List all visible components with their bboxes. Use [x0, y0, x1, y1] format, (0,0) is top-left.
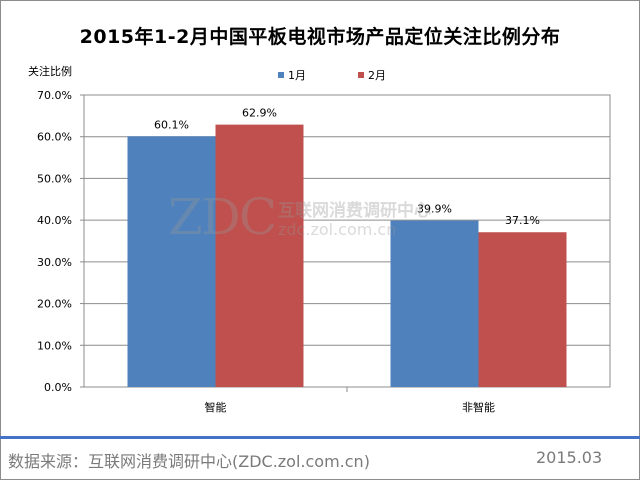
legend-swatch-series-2	[358, 72, 364, 78]
watermark-logo: ZDC	[168, 188, 277, 246]
bar	[127, 136, 216, 387]
y-tick-label: 10.0%	[37, 339, 72, 352]
y-tick-label: 20.0%	[37, 298, 72, 311]
bar	[390, 220, 479, 387]
y-tick-label: 60.0%	[37, 131, 72, 144]
footer-source: 数据来源：互联网消费调研中心(ZDC.zol.com.cn)	[8, 452, 370, 471]
y-tick-label: 50.0%	[37, 172, 72, 185]
bar	[478, 232, 567, 387]
x-tick-label: 非智能	[462, 400, 495, 414]
legend-item-series-2: 2月	[358, 67, 386, 83]
data-label: 37.1%	[505, 214, 540, 227]
x-tick-label: 智能	[205, 400, 227, 414]
legend-swatch-series-1	[278, 72, 284, 78]
watermark-name: 互联网消费调研中心	[278, 201, 431, 221]
data-label: 39.9%	[417, 203, 452, 216]
legend-label-series-1: 1月	[288, 69, 306, 82]
y-tick-label: 70.0%	[37, 89, 72, 102]
y-tick-label: 40.0%	[37, 214, 72, 227]
chart-title: 2015年1-2月中国平板电视市场产品定位关注比例分布	[79, 26, 561, 48]
footer-divider	[0, 436, 640, 439]
bar	[215, 124, 304, 388]
data-label: 60.1%	[154, 118, 189, 131]
y-axis-label: 关注比例	[28, 65, 72, 78]
legend: 1月 2月	[278, 67, 386, 83]
y-tick-label: 0.0%	[44, 381, 72, 394]
y-tick-label: 30.0%	[37, 256, 72, 269]
footer-date: 2015.03	[536, 448, 603, 467]
watermark-url: zdc.zol.com.cn	[278, 220, 397, 239]
legend-item-series-1: 1月	[278, 67, 306, 83]
data-label: 62.9%	[242, 107, 277, 120]
legend-label-series-2: 2月	[368, 69, 386, 82]
